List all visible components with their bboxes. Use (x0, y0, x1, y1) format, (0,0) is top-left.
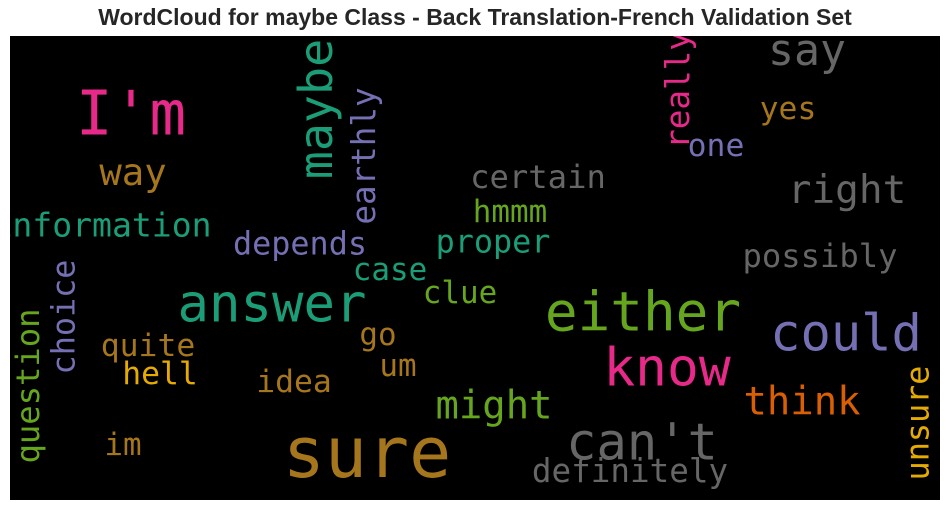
word-can-t: can't (566, 413, 718, 472)
word-choice: choice (46, 260, 83, 375)
word-say: say (768, 36, 846, 76)
word-go: go (359, 317, 396, 353)
word-idea: idea (256, 364, 332, 400)
word-think: think (743, 380, 860, 425)
word-depends: depends (233, 226, 367, 263)
word-clue: clue (423, 275, 497, 311)
word-certain: certain (470, 158, 606, 196)
word-cloud-background (10, 36, 940, 500)
word-unsure: unsure (900, 366, 937, 481)
word-might: might (435, 384, 552, 429)
word-hmmm: hmmm (473, 194, 547, 230)
word-yes: yes (760, 91, 817, 127)
chart-title: WordCloud for maybe Class - Back Transla… (98, 4, 852, 30)
word-way: way (99, 150, 166, 194)
word-sure: sure (283, 412, 452, 494)
word-definitely: definitely (532, 452, 728, 490)
word-hell: hell (122, 356, 198, 392)
word-question: question (10, 308, 47, 463)
word-one: one (688, 128, 745, 164)
word-earthly: earthly (345, 87, 383, 224)
word-proper: proper (436, 224, 551, 261)
word-i-m: I'm (76, 79, 186, 150)
word-right: right (788, 167, 907, 213)
word-could: could (770, 304, 922, 363)
word-im: im (104, 427, 141, 463)
word-either: either (545, 281, 741, 344)
word-um: um (379, 348, 416, 384)
word-answer: answer (178, 274, 367, 335)
word-really: really (659, 36, 697, 149)
word-maybe: maybe (290, 39, 344, 180)
word-case: case (353, 252, 427, 288)
word-know: know (603, 338, 731, 399)
word-quite: quite (101, 328, 196, 364)
word-information: information (10, 206, 212, 245)
word-possibly: possibly (742, 237, 897, 275)
